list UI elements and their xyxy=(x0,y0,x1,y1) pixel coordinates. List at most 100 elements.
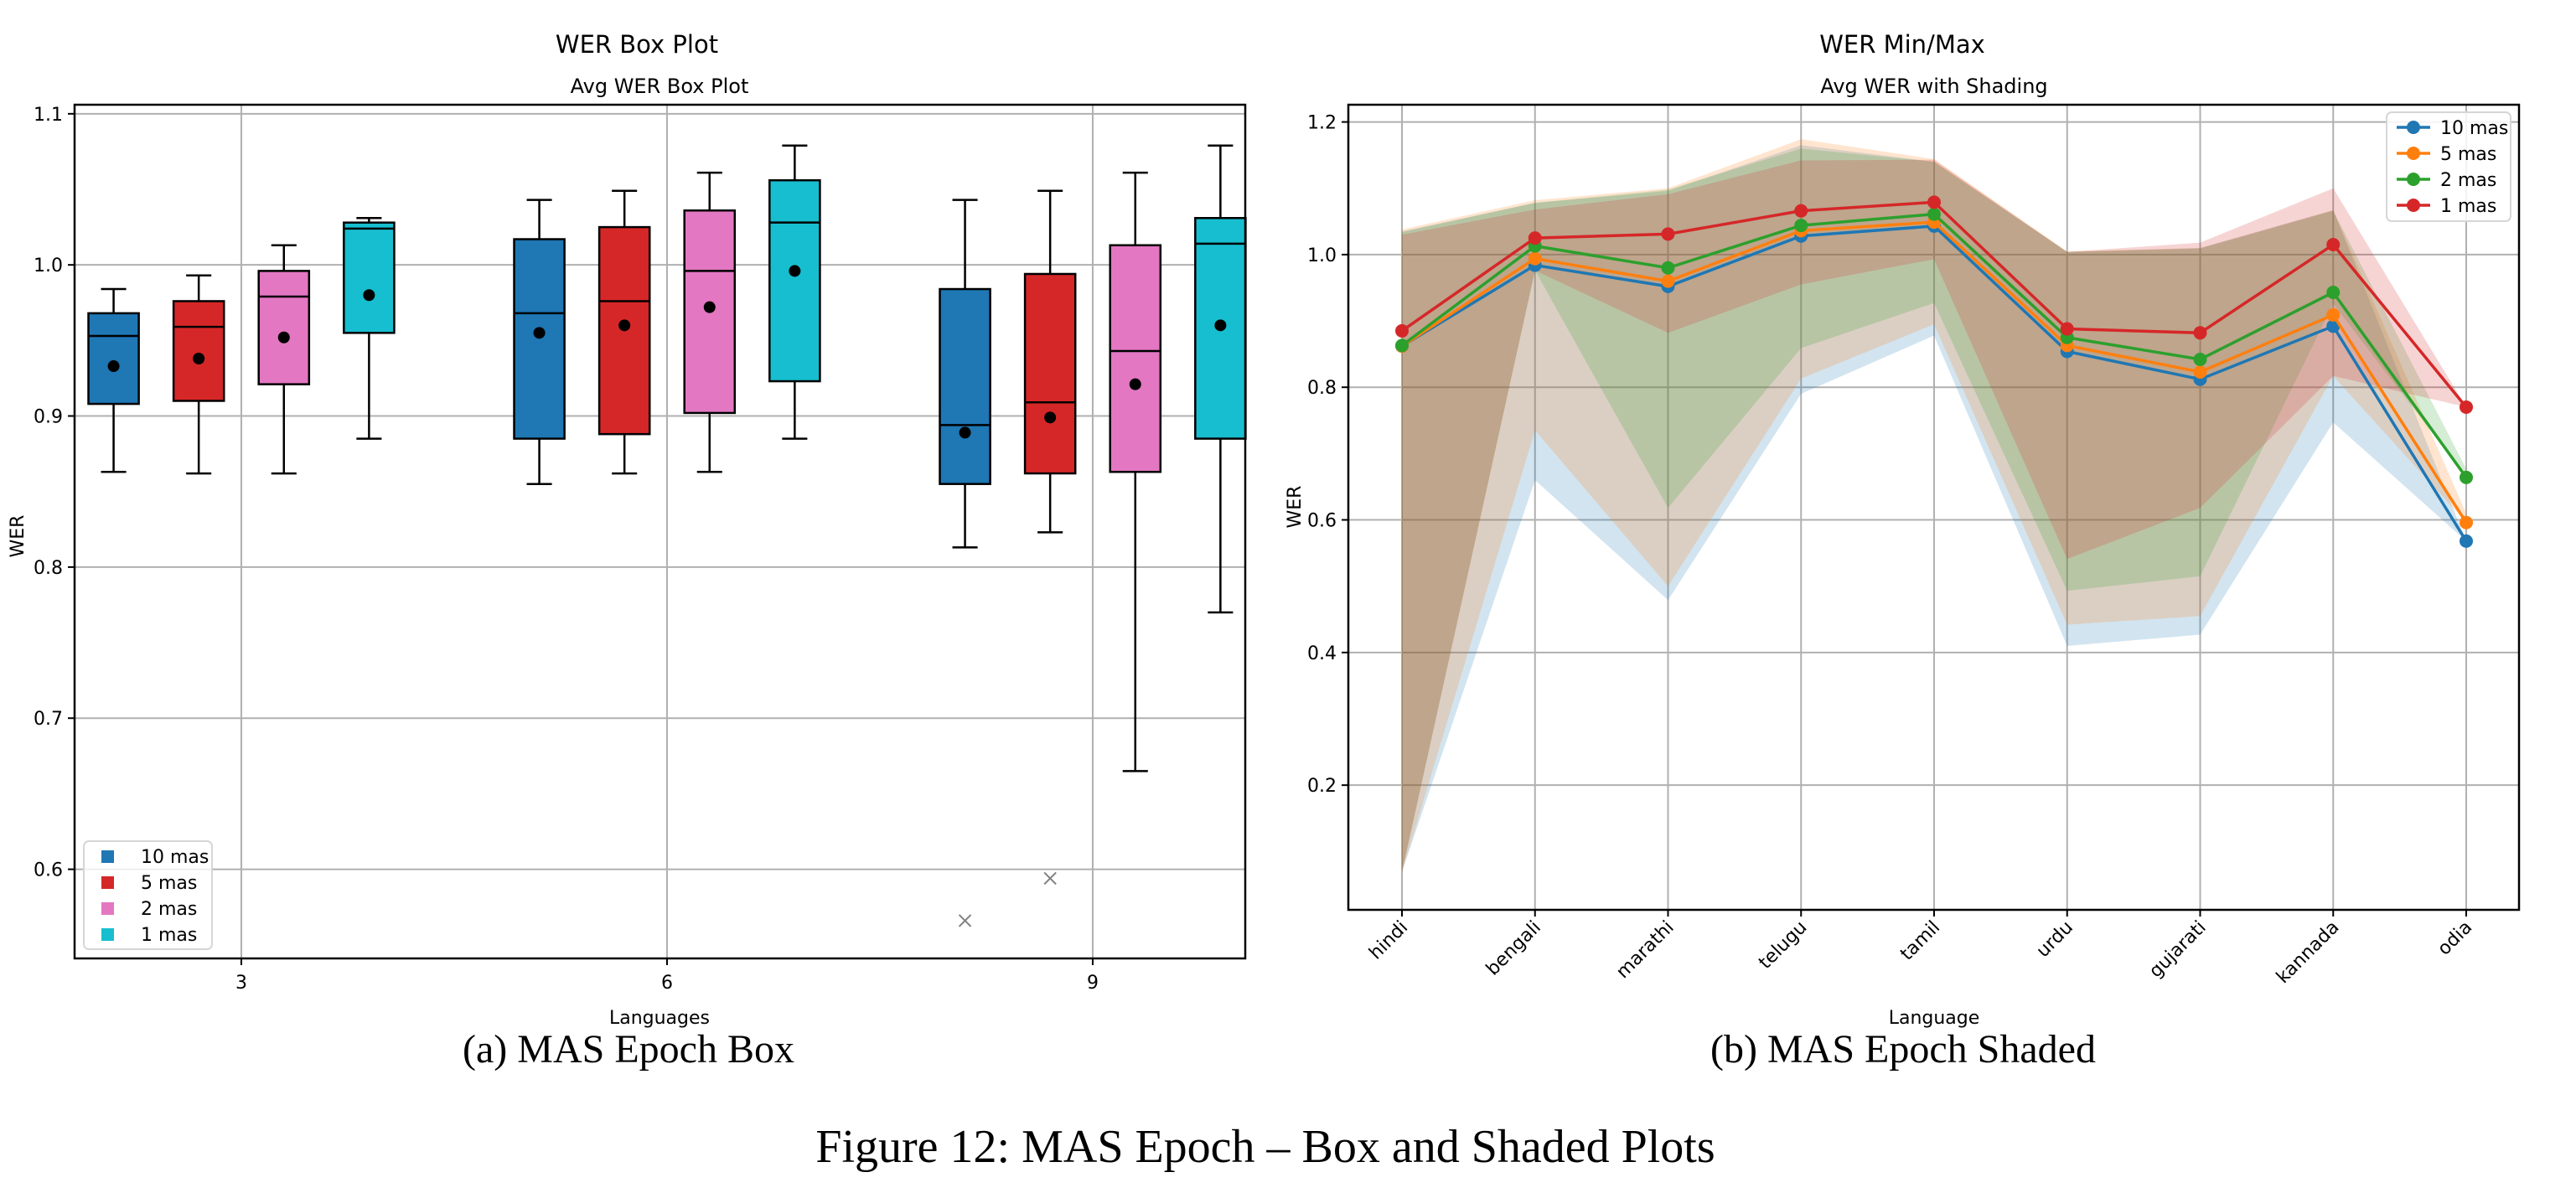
series-1-mas xyxy=(1395,195,2473,414)
data-point xyxy=(1395,338,1409,353)
data-point xyxy=(2193,326,2207,340)
mean-marker xyxy=(107,360,120,373)
legend-label: 2 mas xyxy=(141,899,197,920)
legend-swatch xyxy=(101,928,114,941)
data-point xyxy=(2193,352,2207,366)
y-tick-label: 1.2 xyxy=(1307,113,1337,134)
x-tick-label-kannada: kannada xyxy=(2273,917,2344,989)
box-5-mas xyxy=(1023,189,1077,886)
box-1-mas xyxy=(768,144,821,440)
data-point xyxy=(2460,400,2473,414)
box-iqr xyxy=(257,270,311,385)
y-tick-label: 0.6 xyxy=(34,860,63,881)
mean-marker xyxy=(193,352,205,364)
box-5-mas xyxy=(172,274,225,475)
line-chart-series xyxy=(1395,195,2473,548)
box-chart-xlabel: Languages xyxy=(609,1008,710,1029)
data-point xyxy=(2460,534,2473,548)
figure-caption: Figure 12: MAS Epoch – Box and Shaded Pl… xyxy=(815,1121,1715,1173)
box-chart-legend: 10 mas 5 mas 2 mas 1 mas xyxy=(83,840,213,950)
x-tick-label-tamil: tamil xyxy=(1896,917,1944,965)
shaded-band-5-mas xyxy=(1402,139,2466,872)
legend-label: 1 mas xyxy=(141,925,197,946)
legend-frame xyxy=(2386,111,2511,222)
legend-swatch xyxy=(101,850,114,863)
line-chart-grid xyxy=(1348,105,2519,910)
legend-label: 1 mas xyxy=(2440,196,2496,217)
data-point xyxy=(1528,231,1542,245)
data-point xyxy=(2460,515,2473,529)
x-tick-label-gujarati: gujarati xyxy=(2145,917,2211,983)
legend-marker xyxy=(2407,147,2420,160)
line-chart-legend: 10 mas 5 mas 2 mas 1 mas xyxy=(2386,111,2511,222)
data-point xyxy=(1794,219,1808,233)
box-chart-ticks: 0.6 0.7 0.8 0.9 1.0 1.1 3 6 9 xyxy=(34,105,1099,994)
box-iqr xyxy=(1023,272,1077,475)
mean-marker xyxy=(618,319,631,332)
mean-marker xyxy=(959,426,971,439)
box-chart-caption: (a) MAS Epoch Box xyxy=(463,1027,794,1072)
box-iqr xyxy=(87,312,140,405)
box-10-mas xyxy=(87,287,140,473)
data-point xyxy=(1661,227,1675,241)
box-iqr xyxy=(513,238,566,440)
box-iqr xyxy=(939,287,991,485)
legend-marker xyxy=(2407,199,2420,212)
x-tick-label-odia: odia xyxy=(2434,917,2476,960)
y-tick-label: 0.8 xyxy=(1307,378,1337,399)
outlier-marker xyxy=(958,914,972,927)
legend-marker xyxy=(2407,121,2420,134)
legend-label: 2 mas xyxy=(2440,170,2496,191)
line-chart-ylabel: WER xyxy=(1285,486,1306,529)
data-point xyxy=(2060,322,2074,336)
box-chart-marks xyxy=(87,144,1247,927)
mean-marker xyxy=(703,301,716,313)
data-point xyxy=(1661,274,1675,288)
y-tick-label: 0.9 xyxy=(34,407,63,428)
outlier-marker xyxy=(1043,871,1057,886)
y-tick-label: 0.4 xyxy=(1307,643,1337,664)
box-1-mas xyxy=(1194,144,1247,614)
x-tick-label-marathi: marathi xyxy=(1612,917,1679,984)
data-point xyxy=(1927,207,1941,221)
box-2-mas xyxy=(1109,171,1162,772)
data-point xyxy=(1794,204,1808,218)
box-2-mas xyxy=(257,244,311,475)
legend-swatch xyxy=(101,902,114,915)
mean-marker xyxy=(1044,411,1057,424)
y-tick-label: 1.0 xyxy=(34,256,63,276)
box-chart-suptitle: WER Box Plot xyxy=(556,30,718,59)
box-2-mas xyxy=(683,171,737,473)
data-point xyxy=(1661,261,1675,275)
x-tick-label-telugu: telugu xyxy=(1755,917,1811,974)
box-iqr xyxy=(172,300,225,402)
mean-marker xyxy=(363,289,375,302)
line-chart-xlabel: Language xyxy=(1889,1008,1980,1029)
data-point xyxy=(1528,251,1542,266)
box-chart-grid xyxy=(75,105,1245,958)
box-chart-title: Avg WER Box Plot xyxy=(571,75,749,98)
data-point xyxy=(2326,238,2341,252)
box-5-mas xyxy=(597,189,651,475)
outlier-stroke xyxy=(1043,871,1057,886)
legend-label: 5 mas xyxy=(2440,144,2496,165)
shaded-line-chart: WER Min/Max Avg WER with Shading 0.2 0.4 0… xyxy=(1285,30,2521,1072)
mean-marker xyxy=(1129,378,1141,390)
line-chart-caption: (b) MAS Epoch Shaded xyxy=(1710,1027,2096,1072)
x-tick-label: 3 xyxy=(235,973,247,994)
data-point xyxy=(1395,323,1409,338)
box-plot-chart: WER Box Plot Avg WER Box Plot 0.60.70.80… xyxy=(8,30,1247,1072)
box-chart-ylabel: WER xyxy=(8,515,28,558)
box-1-mas xyxy=(343,217,396,440)
line-chart-title: Avg WER with Shading xyxy=(1820,75,2047,98)
data-point xyxy=(2460,470,2473,484)
outlier-stroke xyxy=(958,914,972,927)
legend-swatch xyxy=(101,876,114,889)
x-tick-label-bengali: bengali xyxy=(1482,917,1545,980)
data-point xyxy=(1927,195,1941,209)
mean-marker xyxy=(277,331,290,343)
y-tick-label: 0.6 xyxy=(1307,511,1337,532)
data-point xyxy=(2326,307,2341,322)
box-iqr xyxy=(343,221,396,334)
